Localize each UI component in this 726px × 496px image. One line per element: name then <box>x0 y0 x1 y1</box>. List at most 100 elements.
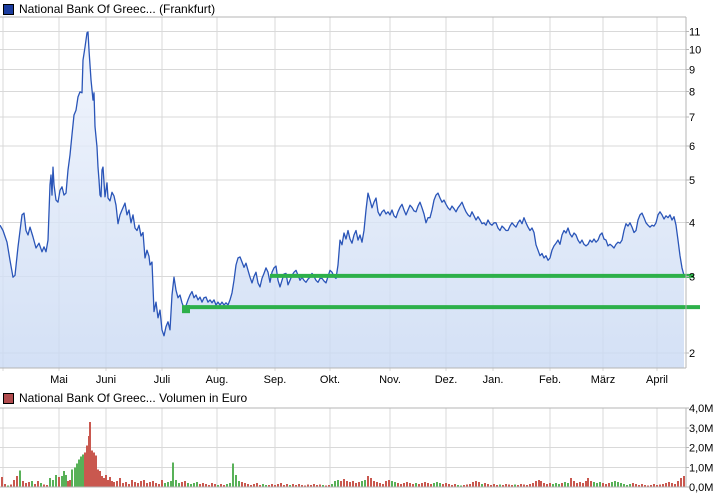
volume-bar <box>579 482 581 487</box>
volume-bar <box>259 485 261 487</box>
price-series-swatch-icon <box>3 3 14 15</box>
volume-bar <box>152 481 154 487</box>
volume-bar <box>211 483 213 487</box>
volume-bar <box>52 480 54 487</box>
volume-legend-label: National Bank Of Greec... Volumen in Eur… <box>19 391 248 405</box>
volume-bar <box>161 480 163 487</box>
volume-bar <box>469 484 471 487</box>
price-y-axis-label: 4 <box>689 217 695 229</box>
volume-bar <box>310 485 312 487</box>
volume-bar <box>46 485 48 487</box>
volume-bar <box>680 478 682 487</box>
month-x-axis-label: Feb. <box>539 374 561 386</box>
volume-bar <box>193 483 195 487</box>
volume-bar <box>629 484 631 487</box>
volume-bar <box>535 481 537 487</box>
volume-bar <box>116 481 118 487</box>
volume-bar <box>82 454 84 487</box>
volume-bar <box>364 480 366 487</box>
volume-bar <box>596 483 598 487</box>
volume-bar <box>331 484 333 487</box>
volume-bar <box>220 484 222 487</box>
volume-bar <box>674 484 676 487</box>
volume-bar <box>466 484 468 487</box>
volume-bar <box>337 480 339 487</box>
volume-bar <box>286 484 288 487</box>
volume-bar <box>590 481 592 487</box>
volume-bar <box>614 481 616 487</box>
volume-bar <box>143 480 145 487</box>
volume-bar <box>427 483 429 487</box>
volume-bar <box>439 483 441 487</box>
volume-bar <box>683 476 685 487</box>
volume-y-axis-label: 1,0M <box>689 462 713 474</box>
volume-bar <box>385 481 387 487</box>
volume-bar <box>668 482 670 487</box>
volume-bar <box>526 485 528 487</box>
price-y-axis-label: 7 <box>689 112 695 124</box>
volume-bar <box>175 480 177 487</box>
volume-bar <box>552 484 554 487</box>
month-x-axis-label: März <box>591 374 615 386</box>
volume-bar <box>155 483 157 487</box>
volume-bar <box>532 483 534 487</box>
volume-bar <box>650 485 652 487</box>
month-x-axis-label: Nov. <box>379 374 401 386</box>
volume-legend: National Bank Of Greec... Volumen in Eur… <box>3 391 247 405</box>
volume-bar <box>37 481 39 487</box>
volume-bar <box>187 483 189 487</box>
volume-bar <box>555 483 557 487</box>
volume-bar <box>109 477 111 487</box>
volume-bar <box>84 452 86 487</box>
price-y-axis-label: 3 <box>689 272 695 284</box>
volume-bar <box>484 483 486 487</box>
volume-bar <box>289 485 291 487</box>
volume-bar <box>406 482 408 487</box>
volume-series-swatch-icon <box>3 392 14 404</box>
volume-bar <box>430 484 432 487</box>
volume-bar <box>256 483 258 487</box>
volume-bar <box>172 462 174 487</box>
volume-bar <box>391 481 393 487</box>
volume-bar <box>265 485 267 487</box>
volume-bar <box>214 484 216 487</box>
volume-bar <box>409 483 411 487</box>
volume-bar <box>49 478 51 487</box>
volume-bar <box>529 484 531 487</box>
volume-bar <box>448 484 450 487</box>
volume-bar <box>111 481 113 487</box>
volume-bar <box>74 467 76 487</box>
volume-bar <box>582 483 584 487</box>
volume-bar <box>93 452 95 487</box>
volume-bar <box>140 481 142 487</box>
volume-bar <box>250 485 252 487</box>
volume-bar <box>403 483 405 487</box>
volume-bar <box>277 484 279 487</box>
volume-bar <box>61 476 63 487</box>
volume-bar <box>442 484 444 487</box>
volume-bar <box>31 481 33 487</box>
volume-bar <box>662 484 664 487</box>
volume-bar <box>573 481 575 487</box>
volume-bar <box>361 481 363 487</box>
month-x-axis-label: April <box>646 374 668 386</box>
volume-bar <box>280 483 282 487</box>
volume-bar <box>540 481 542 487</box>
volume-bar <box>424 482 426 487</box>
volume-bar <box>514 484 516 487</box>
volume-bar <box>229 483 231 487</box>
volume-bar <box>43 484 45 487</box>
price-y-axis-label: 5 <box>689 175 695 187</box>
volume-bar <box>262 484 264 487</box>
volume-bar <box>382 484 384 487</box>
volume-bar <box>158 484 160 487</box>
volume-bar <box>63 471 65 487</box>
volume-bar <box>570 478 572 487</box>
volume-bar <box>517 485 519 487</box>
volume-bar <box>478 482 480 487</box>
volume-bar <box>274 485 276 487</box>
volume-bar <box>379 483 381 487</box>
volume-y-axis-label: 0,0M <box>689 482 713 494</box>
volume-bar <box>602 483 604 487</box>
volume-bar <box>164 483 166 487</box>
